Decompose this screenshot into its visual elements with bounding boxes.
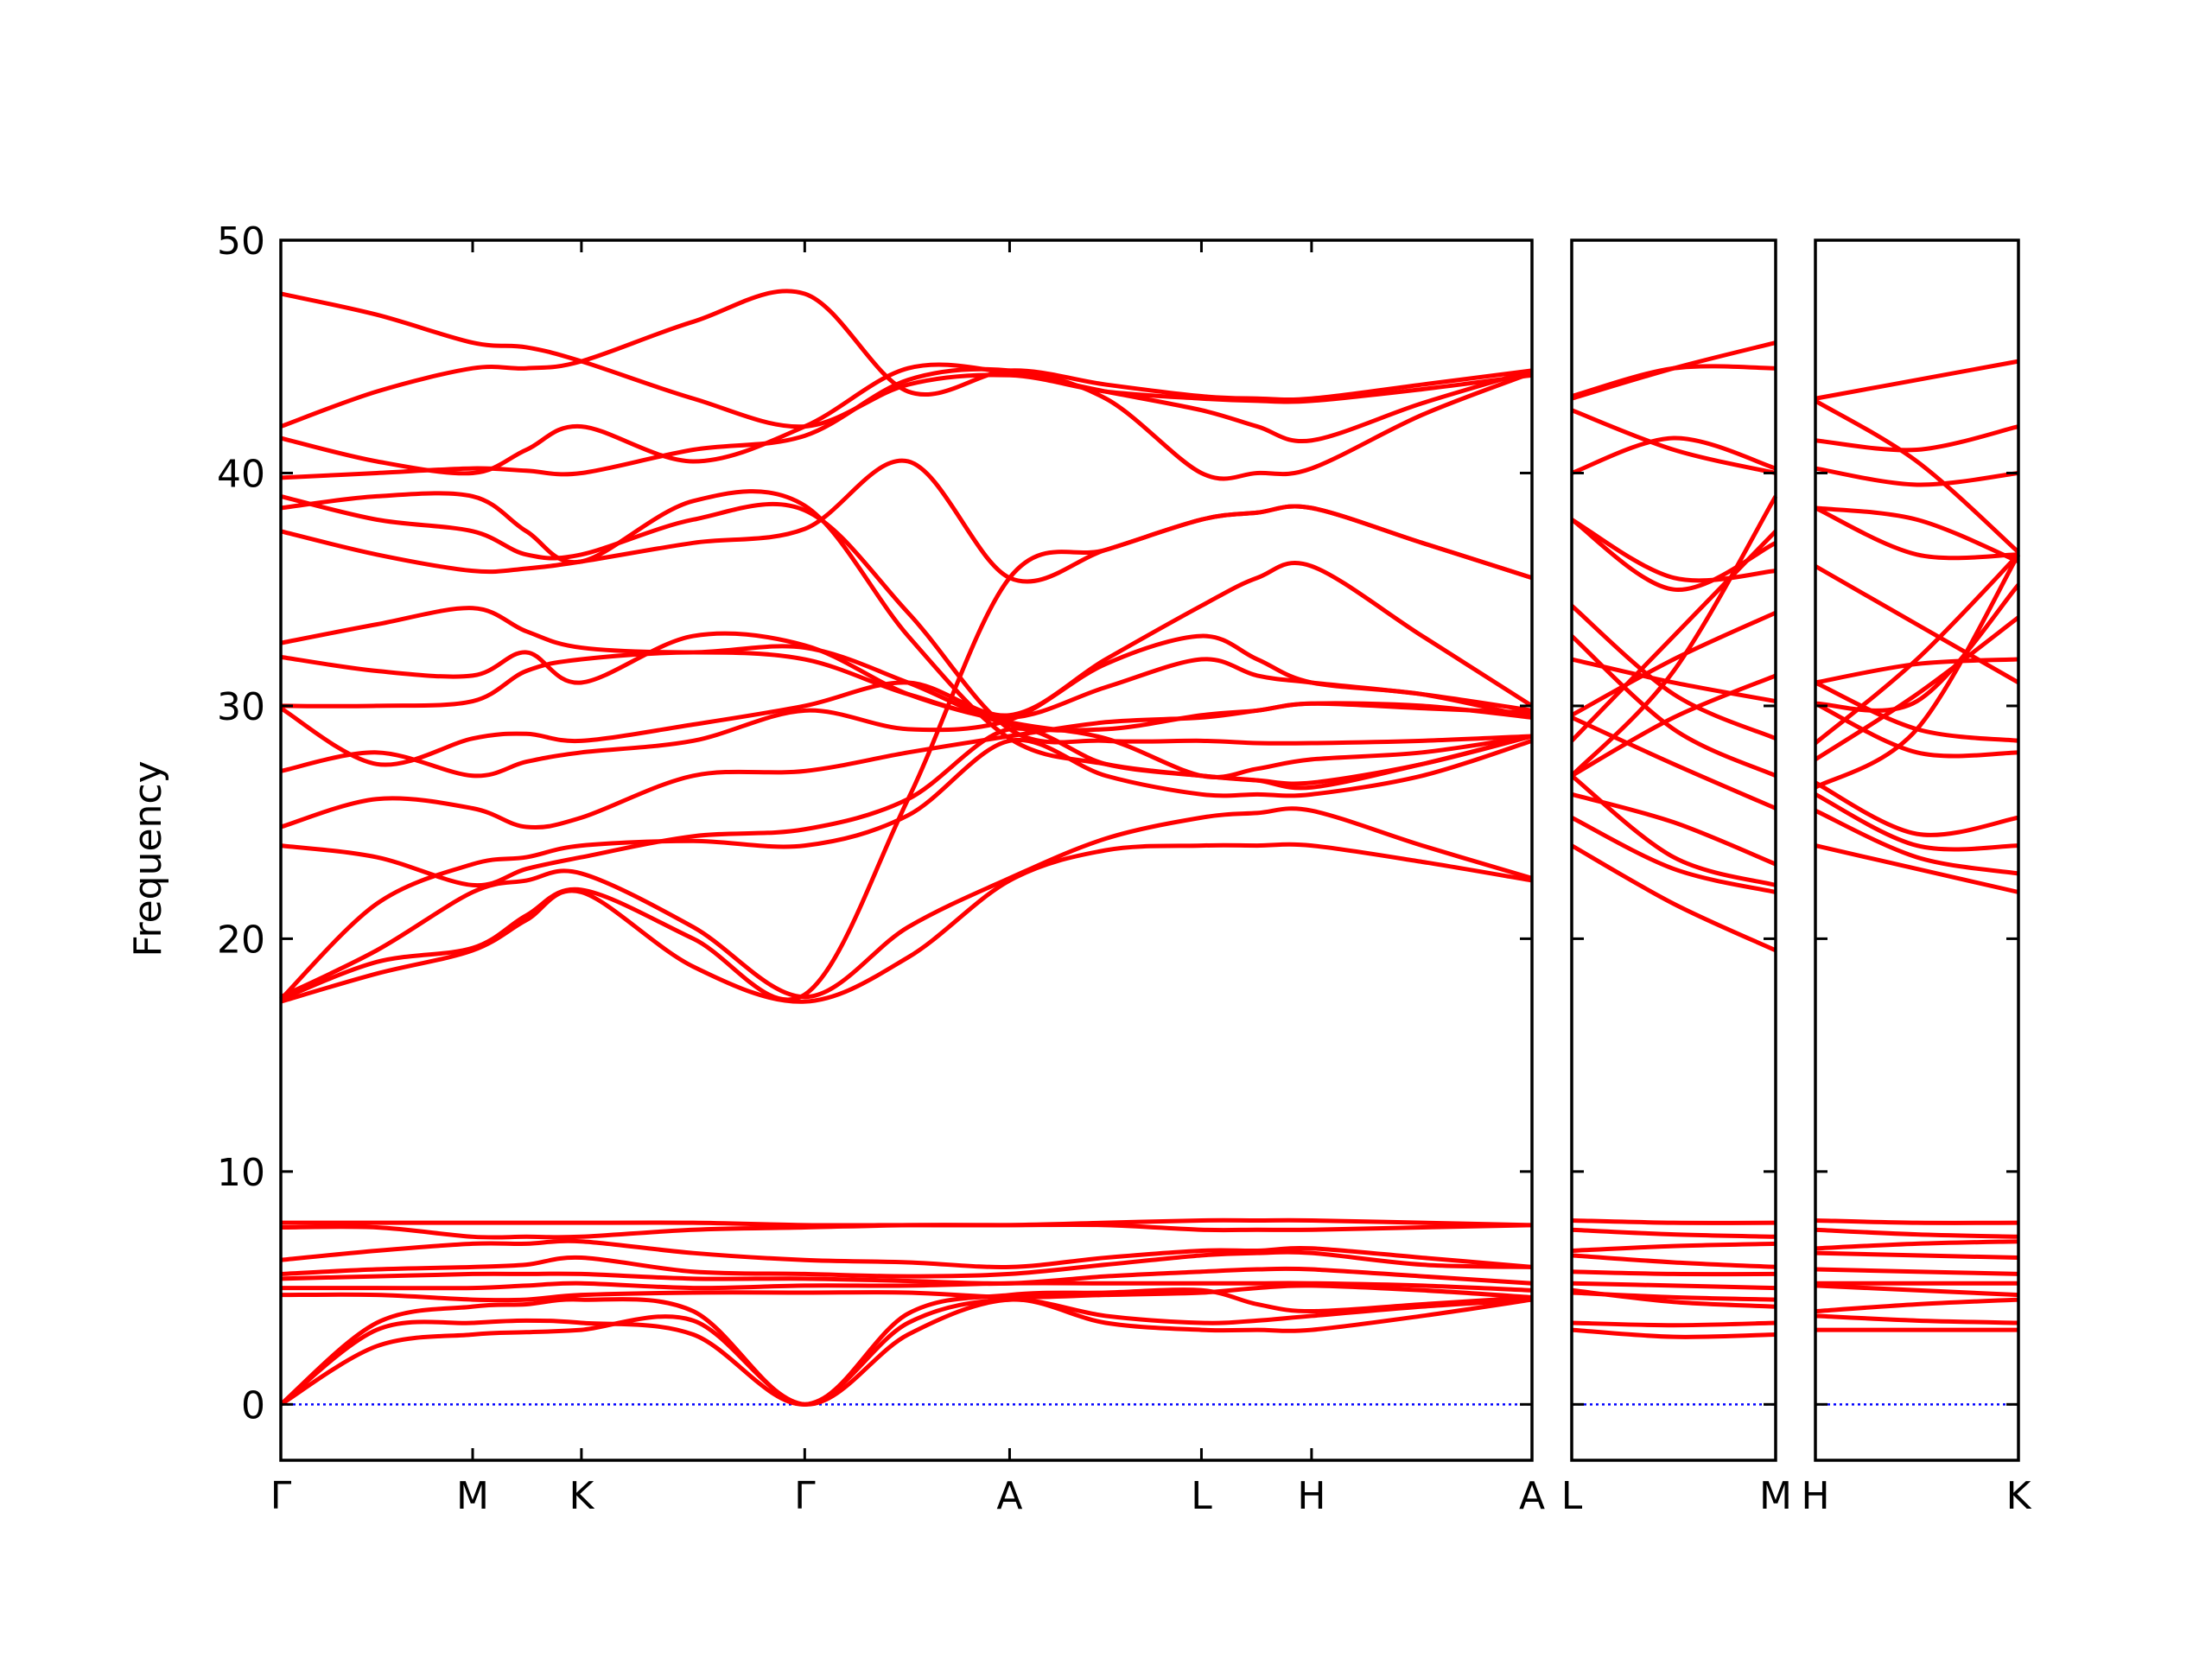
band-line [280, 701, 1533, 830]
band-line [1815, 1297, 2019, 1314]
band-line [1571, 1269, 1777, 1277]
x-tick-label: K [569, 1474, 594, 1518]
y-axis-label: Frequency [126, 760, 170, 957]
band-line [280, 1217, 1533, 1228]
band-line [1570, 530, 1777, 743]
band-line [1815, 466, 2019, 487]
x-tick-label: L [1191, 1474, 1212, 1518]
band-line [280, 650, 1533, 720]
plot-frame [1814, 238, 2020, 1462]
band-line [1570, 518, 1777, 583]
band-line [279, 806, 1533, 1000]
band-line [1814, 701, 2019, 759]
band-line [1815, 583, 2020, 713]
band-line [1814, 553, 2020, 745]
band-line [1571, 791, 1777, 867]
band-line [1571, 340, 1777, 401]
band-line [1570, 773, 1777, 887]
band-line [280, 493, 1533, 746]
band-line [280, 842, 1533, 1004]
band-line [1814, 398, 2020, 554]
band-line [280, 1266, 1533, 1286]
band-line [280, 458, 1533, 584]
band-line [1570, 610, 1777, 717]
band-line [1571, 1281, 1777, 1291]
band-line [1814, 505, 2019, 561]
band-line [1570, 843, 1777, 953]
y-tick-label: 20 [217, 918, 265, 962]
band-line [1815, 1250, 2019, 1261]
band-line [1815, 359, 2019, 401]
band-line [1570, 604, 1777, 741]
x-tick-label: A [1519, 1474, 1545, 1518]
x-tick-label: Γ [270, 1474, 292, 1518]
x-tick-label: H [1297, 1474, 1325, 1518]
band-line [280, 289, 1533, 429]
band-line [280, 1249, 1533, 1279]
band-line [1570, 673, 1777, 778]
band-line [1570, 634, 1777, 779]
band-line [1571, 1227, 1777, 1239]
band-line [1814, 808, 2019, 876]
band-line [1570, 495, 1778, 778]
band-line [1815, 843, 2019, 894]
plot-frame [279, 238, 1534, 1462]
x-tick-label: K [2006, 1474, 2032, 1518]
plot-frame [1570, 238, 1777, 1462]
band-line [1814, 792, 2019, 852]
band-line [1815, 1227, 2019, 1239]
y-tick-label: 30 [217, 685, 265, 729]
band-line [1814, 553, 2021, 790]
band-line [1815, 1313, 2019, 1325]
band-line [1571, 657, 1777, 703]
band-line [1571, 1217, 1777, 1225]
band-line [1571, 1241, 1777, 1253]
band-line [280, 631, 1533, 779]
y-tick-label: 40 [217, 452, 265, 496]
band-line [1815, 1239, 2019, 1251]
band-line [1814, 564, 2020, 685]
band-line [280, 489, 1533, 791]
band-line [1571, 1253, 1777, 1269]
y-tick-label: 10 [217, 1151, 265, 1195]
band-line [279, 737, 1533, 1001]
band-line [1815, 1217, 2019, 1225]
band-line [1571, 435, 1777, 475]
band-line [279, 1287, 1533, 1407]
band-line [1571, 1327, 1777, 1339]
band-line [1571, 1290, 1777, 1302]
band-line [1571, 1320, 1777, 1328]
band-line [280, 1238, 1533, 1269]
band-line [280, 362, 1533, 476]
y-tick-label: 50 [217, 219, 265, 264]
band-line [1570, 816, 1777, 894]
band-line [1570, 715, 1777, 810]
x-tick-label: M [1759, 1474, 1792, 1518]
band-line [279, 1297, 1533, 1407]
band-line [1571, 408, 1777, 475]
band-line [1814, 780, 2019, 837]
band-line [1815, 657, 2019, 685]
y-tick-label: 0 [241, 1383, 265, 1427]
x-tick-label: Γ [794, 1474, 816, 1518]
band-line [1571, 364, 1777, 398]
x-tick-label: M [456, 1474, 489, 1518]
band-line [280, 1283, 1533, 1303]
x-tick-label: H [1801, 1474, 1829, 1518]
band-line [1815, 1267, 2019, 1276]
band-line [280, 606, 1533, 733]
band-line [279, 561, 1534, 767]
band-line [279, 1297, 1533, 1407]
band-line [281, 1281, 1533, 1293]
band-line [280, 291, 1533, 429]
band-line [1815, 1283, 2019, 1298]
band-line [1815, 505, 2019, 564]
x-tick-label: A [996, 1474, 1022, 1518]
band-line [1815, 424, 2019, 453]
x-tick-label: L [1561, 1474, 1583, 1518]
band-line [1814, 615, 2020, 762]
